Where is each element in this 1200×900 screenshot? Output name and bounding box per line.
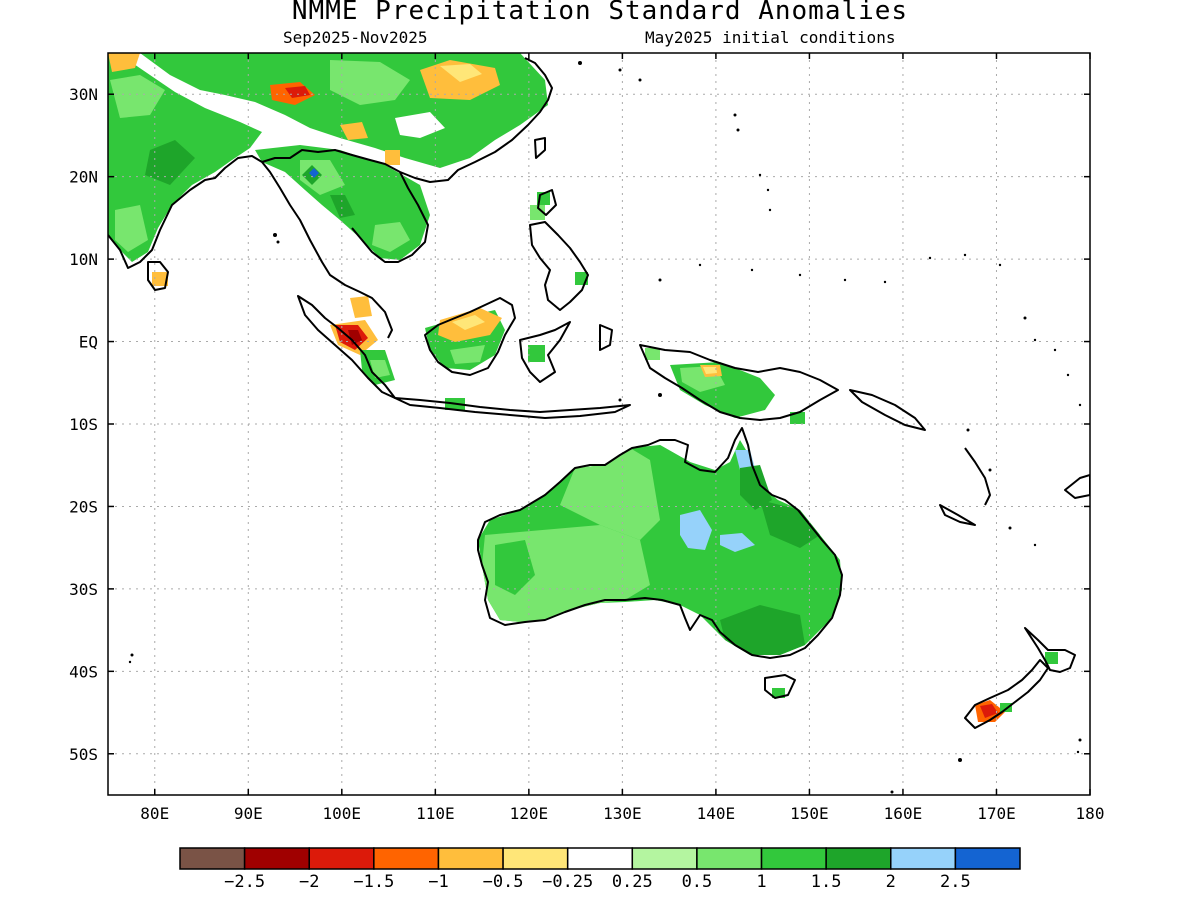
island-dots bbox=[128, 61, 1082, 794]
latitude-ticks: 30N 20N 10N EQ 10S 20S 30S 40S 50S bbox=[69, 85, 1090, 764]
lon-tick-label: 90E bbox=[234, 804, 263, 823]
lon-tick-label: 130E bbox=[603, 804, 642, 823]
colorbar-swatch bbox=[373, 847, 440, 870]
colorbar-label: 1 bbox=[756, 872, 767, 892]
initial-conditions: May2025 initial conditions bbox=[645, 28, 896, 47]
lon-tick-label: 140E bbox=[697, 804, 736, 823]
lat-tick-label: 20N bbox=[69, 168, 98, 187]
colorbar-label: −2.5 bbox=[224, 872, 266, 892]
colorbar-swatch bbox=[696, 847, 763, 870]
colorbar-swatch bbox=[954, 847, 1021, 870]
lat-tick-label: 20S bbox=[69, 497, 98, 516]
colorbar-swatch bbox=[243, 847, 310, 870]
coastlines bbox=[108, 57, 1090, 729]
map-title: NMME Precipitation Standard Anomalies bbox=[291, 0, 909, 26]
lat-tick-label: 10N bbox=[69, 250, 98, 269]
colorbar-label: 0.25 bbox=[611, 872, 653, 892]
lon-tick-label: 80E bbox=[140, 804, 169, 823]
forecast-period: Sep2025-Nov2025 bbox=[283, 28, 428, 47]
colorbar-label: 0.5 bbox=[681, 872, 713, 892]
colorbar-label: 1.5 bbox=[810, 872, 842, 892]
colorbar-swatch bbox=[566, 847, 634, 870]
colorbar-label: −2 bbox=[298, 872, 320, 892]
colorbar-label: 2.5 bbox=[940, 872, 971, 892]
colorbar-swatch bbox=[308, 847, 375, 870]
colorbar-swatch bbox=[631, 847, 698, 870]
colorbar-label: −0.5 bbox=[482, 872, 524, 892]
lat-tick-label: 50S bbox=[69, 745, 98, 764]
lon-tick-label: 170E bbox=[977, 804, 1016, 823]
colorbar-swatch bbox=[825, 847, 892, 870]
colorbar-label: −1 bbox=[428, 872, 449, 892]
lat-tick-label: 10S bbox=[69, 415, 98, 434]
map-gridlines bbox=[108, 53, 1090, 795]
lat-tick-label: 40S bbox=[69, 662, 98, 681]
lon-tick-label: 150E bbox=[790, 804, 829, 823]
lon-tick-label: 180 bbox=[1076, 804, 1105, 823]
colorbar-label: 2 bbox=[885, 872, 896, 892]
colorbar-label: −0.25 bbox=[542, 872, 594, 892]
colorbar bbox=[179, 847, 1021, 870]
colorbar-swatch bbox=[437, 847, 504, 870]
colorbar-swatch bbox=[179, 847, 246, 870]
lat-tick-label: 30N bbox=[69, 85, 98, 104]
longitude-ticks: 80E 90E 100E 110E 120E 130E 140E 150E 160E 170E 18… bbox=[140, 53, 1104, 823]
lat-tick-label: EQ bbox=[79, 333, 98, 352]
colorbar-swatch bbox=[502, 847, 569, 870]
lon-tick-label: 120E bbox=[510, 804, 549, 823]
colorbar-swatch bbox=[760, 847, 827, 870]
anomaly-shading bbox=[108, 53, 1058, 722]
colorbar-label: −1.5 bbox=[353, 872, 395, 892]
colorbar-swatch bbox=[890, 847, 957, 870]
lon-tick-label: 160E bbox=[884, 804, 923, 823]
lat-tick-label: 30S bbox=[69, 580, 98, 599]
lon-tick-label: 100E bbox=[323, 804, 362, 823]
lon-tick-label: 110E bbox=[416, 804, 455, 823]
